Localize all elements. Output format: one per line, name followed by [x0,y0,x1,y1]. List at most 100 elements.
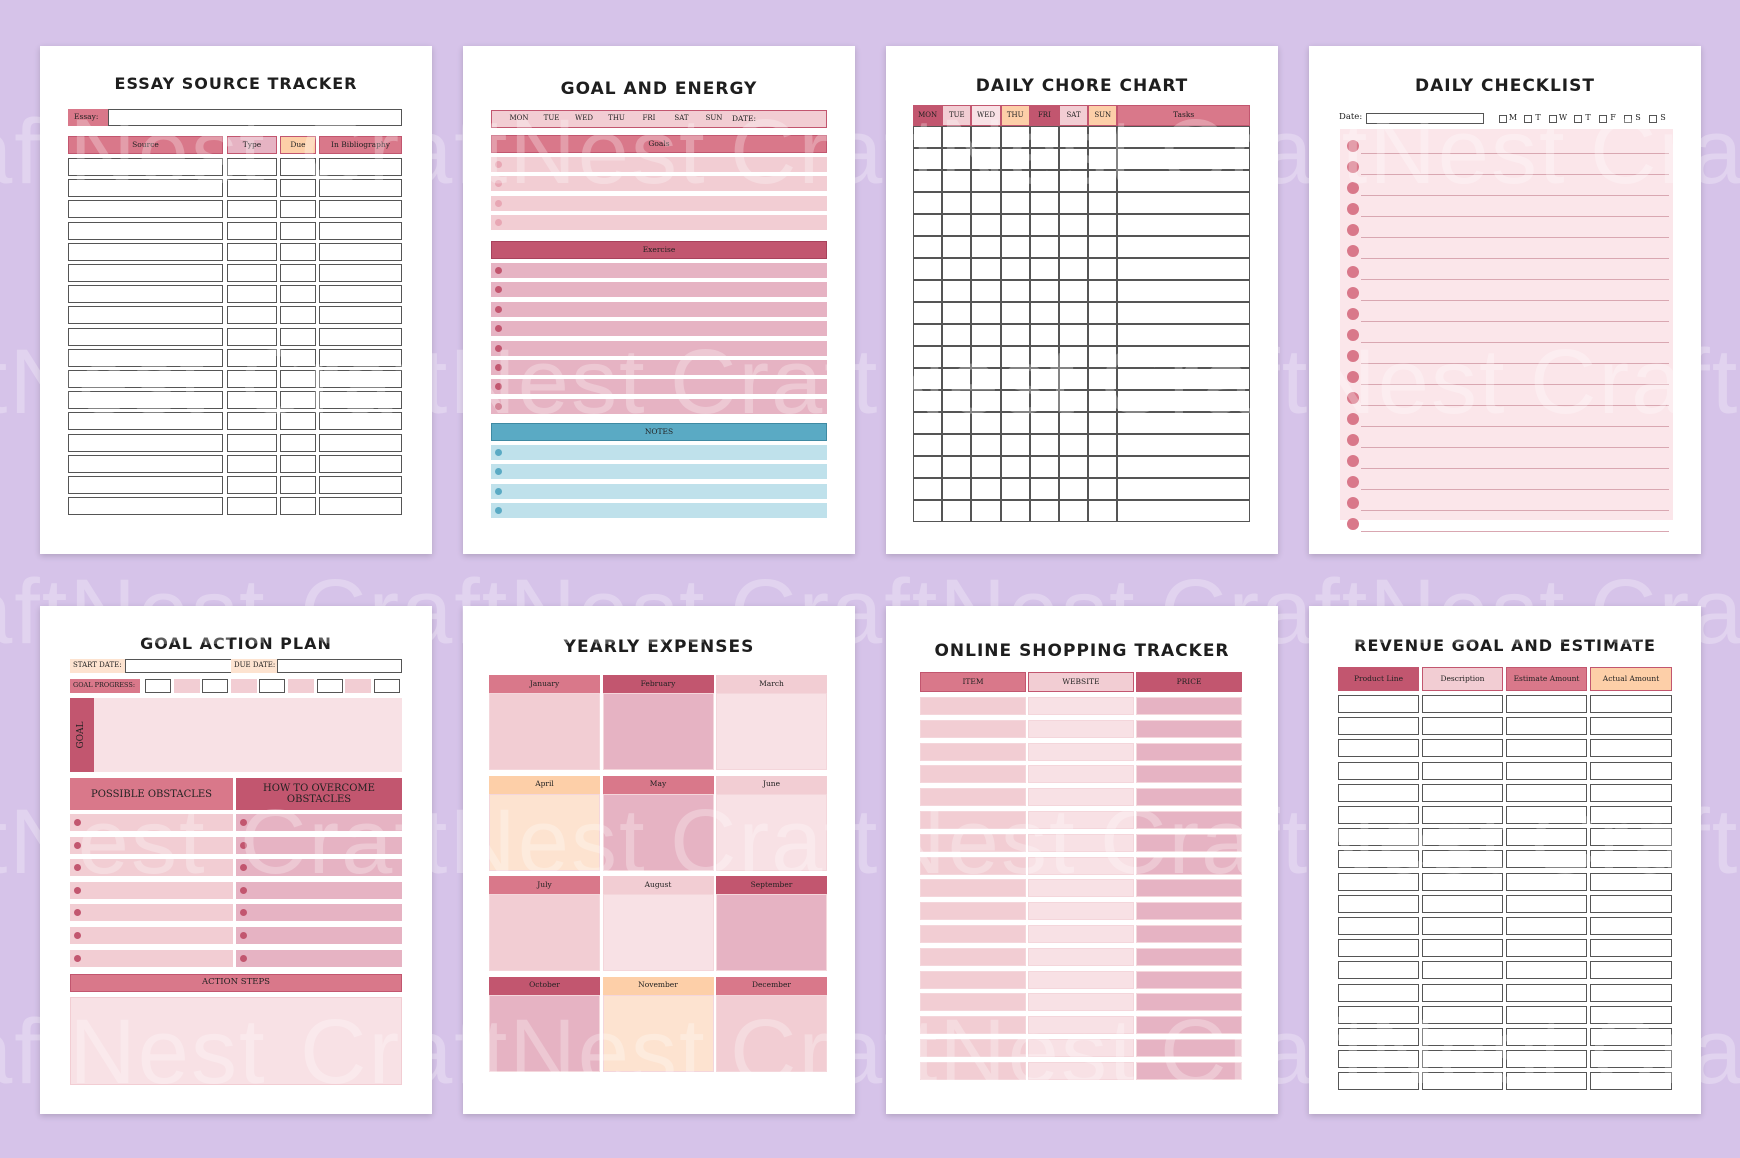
chore-cell[interactable] [1059,170,1089,192]
revenue-cell[interactable] [1422,983,1503,1002]
day-checkbox[interactable] [1524,115,1532,123]
table-cell[interactable] [68,200,223,219]
chore-cell[interactable] [913,368,943,390]
revenue-cell[interactable] [1590,894,1672,913]
task-cell[interactable] [1117,500,1250,522]
revenue-cell[interactable] [1338,761,1419,780]
chore-cell[interactable] [971,126,1001,148]
month-box[interactable] [716,894,827,971]
chore-cell[interactable] [1000,148,1030,170]
goal-field[interactable] [94,698,402,772]
month-box[interactable] [602,793,714,871]
revenue-cell[interactable] [1590,761,1672,780]
table-cell[interactable] [280,158,316,176]
table-cell[interactable] [68,391,223,410]
table-cell[interactable] [319,306,402,325]
shopping-cell[interactable] [920,879,1026,898]
chore-cell[interactable] [1029,368,1059,390]
chore-cell[interactable] [1059,214,1089,236]
chore-cell[interactable] [942,148,972,170]
start-date-field[interactable] [125,659,233,673]
table-cell[interactable] [68,412,223,431]
checklist-line[interactable] [1361,363,1669,364]
chore-cell[interactable] [1088,280,1118,302]
shopping-cell[interactable] [920,833,1026,852]
entry-line[interactable] [491,215,827,231]
revenue-cell[interactable] [1338,828,1419,847]
solution-line[interactable] [236,927,402,944]
shopping-cell[interactable] [1028,742,1134,761]
chore-cell[interactable] [971,324,1001,346]
shopping-cell[interactable] [1136,993,1242,1012]
revenue-cell[interactable] [1338,783,1419,802]
chore-cell[interactable] [1088,236,1118,258]
entry-line[interactable] [491,398,827,414]
table-cell[interactable] [227,264,277,282]
table-cell[interactable] [319,476,402,494]
month-box[interactable] [489,793,600,871]
obstacle-line[interactable] [70,836,233,854]
table-cell[interactable] [280,327,316,346]
shopping-cell[interactable] [1028,1016,1134,1035]
obstacle-line[interactable] [70,814,233,831]
table-cell[interactable] [68,327,223,346]
chore-cell[interactable] [971,258,1001,280]
chore-cell[interactable] [971,236,1001,258]
table-cell[interactable] [319,221,402,240]
shopping-cell[interactable] [920,811,1026,829]
revenue-cell[interactable] [1590,850,1672,869]
chore-cell[interactable] [1059,500,1089,522]
table-cell[interactable] [227,433,277,452]
chore-cell[interactable] [1029,324,1059,346]
table-cell[interactable] [227,391,277,410]
table-cell[interactable] [319,179,402,198]
month-box[interactable] [716,693,827,770]
shopping-cell[interactable] [920,719,1026,738]
day-checkbox[interactable] [1599,115,1607,123]
revenue-cell[interactable] [1422,1072,1503,1091]
chore-cell[interactable] [971,214,1001,236]
chore-cell[interactable] [942,236,972,258]
table-cell[interactable] [319,264,402,282]
chore-cell[interactable] [942,258,972,280]
revenue-cell[interactable] [1338,739,1419,758]
task-cell[interactable] [1117,302,1250,324]
chore-cell[interactable] [913,390,943,412]
shopping-cell[interactable] [920,1039,1026,1057]
chore-cell[interactable] [1059,434,1089,456]
table-cell[interactable] [280,179,316,198]
progress-box[interactable] [373,679,400,693]
table-cell[interactable] [227,200,277,219]
chore-cell[interactable] [913,324,943,346]
chore-cell[interactable] [1059,324,1089,346]
checklist-line[interactable] [1361,216,1669,217]
chore-cell[interactable] [1059,258,1089,280]
chore-cell[interactable] [942,456,972,478]
revenue-cell[interactable] [1506,872,1587,891]
month-box[interactable] [716,994,827,1072]
revenue-cell[interactable] [1506,761,1587,780]
table-cell[interactable] [68,497,223,516]
revenue-cell[interactable] [1506,695,1587,713]
table-cell[interactable] [68,306,223,325]
chore-cell[interactable] [1088,324,1118,346]
revenue-cell[interactable] [1338,695,1419,713]
month-box[interactable] [489,693,600,770]
progress-box[interactable] [288,679,314,693]
checklist-line[interactable] [1361,321,1669,322]
entry-line[interactable] [491,464,827,480]
month-box[interactable] [602,693,714,770]
chore-cell[interactable] [1088,412,1118,434]
chore-cell[interactable] [971,368,1001,390]
chore-cell[interactable] [971,346,1001,368]
table-cell[interactable] [280,497,316,516]
shopping-cell[interactable] [1136,765,1242,784]
table-cell[interactable] [319,433,402,452]
chore-cell[interactable] [1000,478,1030,500]
chore-cell[interactable] [1088,214,1118,236]
checklist-line[interactable] [1361,153,1669,154]
chore-cell[interactable] [942,346,972,368]
month-box[interactable] [602,894,714,971]
chore-cell[interactable] [942,390,972,412]
table-cell[interactable] [227,370,277,388]
